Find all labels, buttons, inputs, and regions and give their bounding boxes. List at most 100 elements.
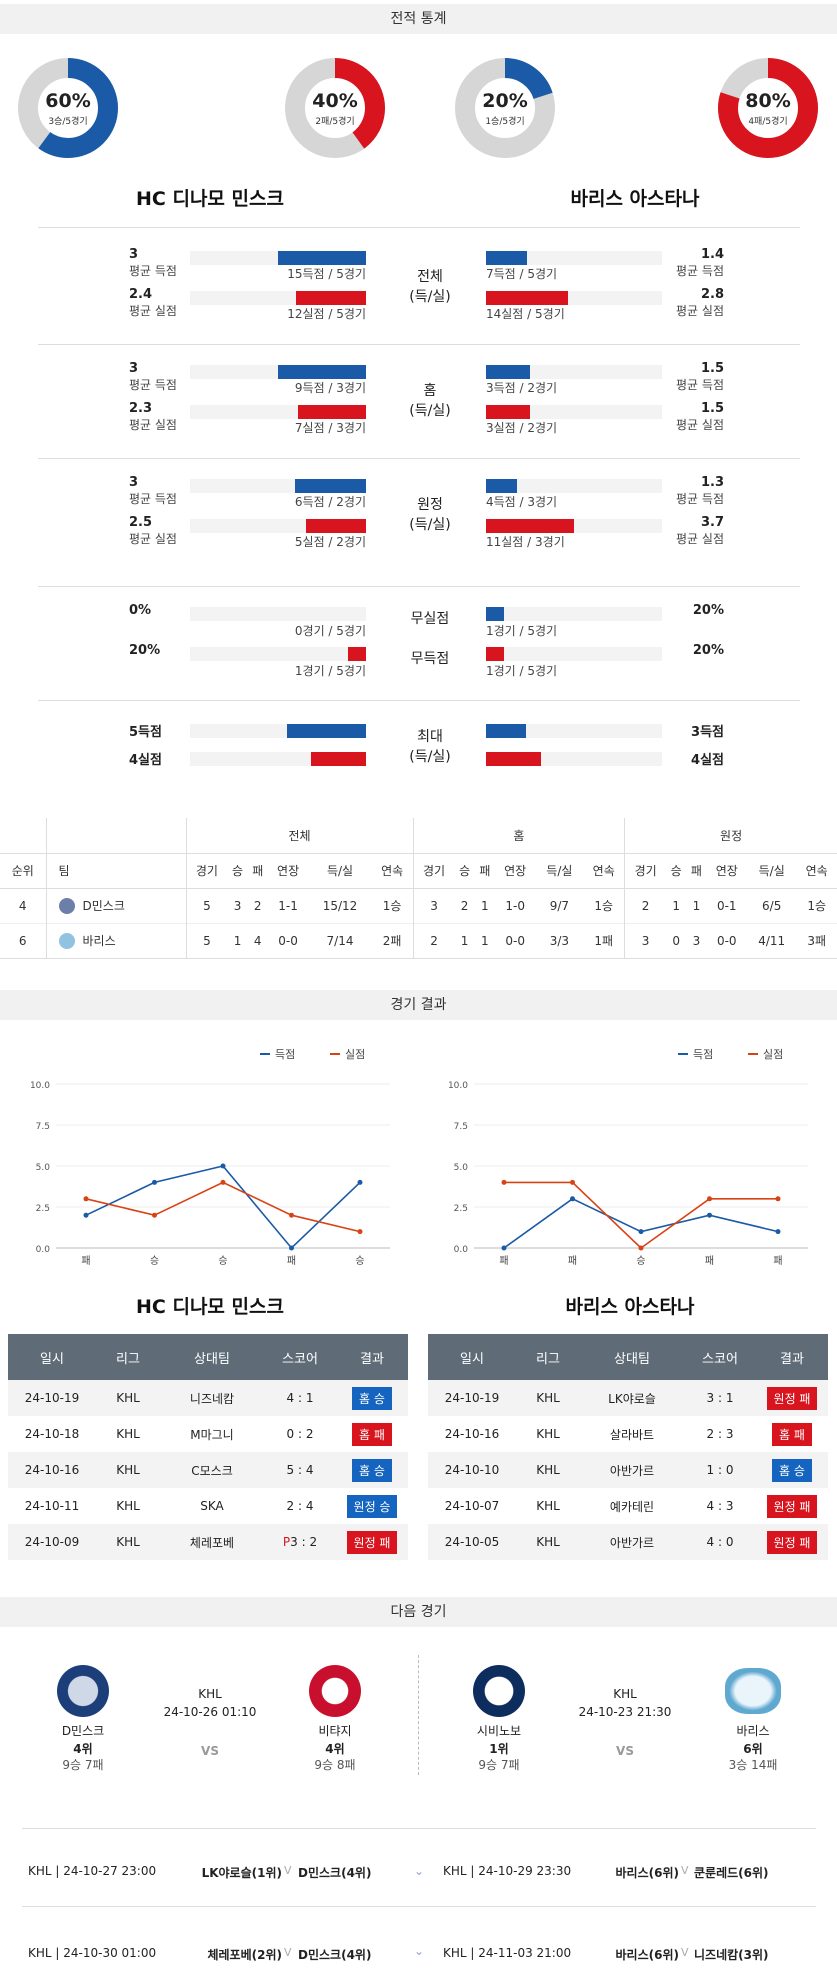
fixture-info: KHL | 24-10-27 23:00 xyxy=(28,1864,157,1878)
table-row: 24-10-16 KHL C모스크 5 : 4 홈 승 xyxy=(8,1452,408,1488)
bar-track xyxy=(486,251,662,265)
table-cell: 0-0 xyxy=(716,933,737,948)
column-header: 팀 xyxy=(45,853,186,888)
stat-bar xyxy=(295,479,366,493)
home-max-score: 5득점 xyxy=(129,725,162,740)
table-row: 24-10-09 KHL 체레포베 P3 : 2 원정 패 xyxy=(8,1524,408,1560)
result-badge: 홈 승 xyxy=(352,1458,392,1482)
table-cell: 5 xyxy=(185,923,228,958)
x-tick-label: 승 xyxy=(150,1255,159,1267)
data-point xyxy=(152,1212,157,1218)
stat-label: 평균 실점 xyxy=(129,418,177,432)
ring-record: 4패/5경기 xyxy=(748,117,788,127)
team-cell[interactable]: 바리스 xyxy=(45,923,186,958)
home-clean-pct: 0% xyxy=(129,603,152,618)
group-header: 전체 xyxy=(185,818,414,853)
table-row: 24-10-19 KHL LK야로슬 3 : 1 원정 패 xyxy=(428,1380,828,1416)
table-cell: 4/11 xyxy=(758,933,786,948)
stat-sub: 9득점 / 3경기 xyxy=(294,381,366,395)
data-point xyxy=(501,1179,507,1185)
home-results-chart: 득점 실점 0.0 2.5 5.0 7.5 10.0 패 승 승 패 승 xyxy=(30,1048,390,1267)
vs-label: VS xyxy=(201,1744,219,1758)
series-line xyxy=(503,1197,779,1249)
table-cell: 4 xyxy=(18,898,27,913)
table-cell: 24-10-07 xyxy=(444,1499,500,1513)
table-cell: 3 xyxy=(624,923,667,958)
score-cell: 2 : 3 xyxy=(706,1427,734,1441)
ring-percent: 60% xyxy=(45,90,91,112)
stat-bar xyxy=(278,251,366,265)
clean-label: 무실점 xyxy=(410,611,450,627)
stat-label: 평균 실점 xyxy=(129,304,177,318)
table-cell: 6/5 xyxy=(762,898,782,913)
next-team-rank: 6위 xyxy=(743,1742,763,1756)
result-cell: 원정 패 xyxy=(756,1524,828,1560)
table-cell: 24-10-11 xyxy=(24,1499,80,1513)
result-cell: 홈 승 xyxy=(336,1380,408,1416)
home-blank-sub: 1경기 / 5경기 xyxy=(294,664,366,678)
y-tick-label: 0.0 xyxy=(454,1245,469,1255)
score-cell: 1 : 0 xyxy=(684,1452,756,1488)
next-team-name: D민스크 xyxy=(61,1724,105,1738)
column-header: 득/실 xyxy=(546,864,573,878)
column-header: 승 xyxy=(459,864,471,878)
away-blank-pct: 20% xyxy=(692,643,724,658)
y-tick-label: 2.5 xyxy=(454,1204,468,1214)
fixture-team: 바리스(6위) xyxy=(615,1948,679,1962)
table-cell: 체레포베 xyxy=(160,1524,264,1560)
blank-label: 무득점 xyxy=(410,651,450,667)
divider xyxy=(38,458,800,459)
stat-bar xyxy=(486,479,517,493)
standings-table: 전체 홈 원정 순위 팀 경기 승 패 연장 득/실 연속 경기 승 패 연장 득/실 연속 경기 승 패 연장 득… xyxy=(0,818,837,959)
next-team-rank: 1위 xyxy=(489,1742,509,1756)
stat-label: 평균 실점 xyxy=(129,532,177,546)
table-row: 24-10-19 KHL 니즈네캄 4 : 1 홈 승 xyxy=(8,1380,408,1416)
stat-group-label: 홈 (득/실) xyxy=(409,383,451,419)
table-row: 24-10-18 KHL M마그니 0 : 2 홈 패 xyxy=(8,1416,408,1452)
section-title-stats: 전적 통계 xyxy=(0,4,837,34)
table-cell: 15/12 xyxy=(322,898,358,913)
next-team-record: 3승 14패 xyxy=(728,1758,778,1772)
away-win-ring: 20% 1승/5경기 xyxy=(455,58,555,158)
column-header: 패 xyxy=(479,864,491,878)
table-cell: 24-10-19 xyxy=(8,1380,96,1416)
next-datetime: 24-10-23 21:30 xyxy=(578,1705,672,1719)
column-header: 리그 xyxy=(96,1334,160,1380)
stat-value: 2.5 xyxy=(129,515,153,530)
away-max-score-bar xyxy=(486,724,526,738)
stat-value: 1.3 xyxy=(700,475,724,490)
stat-group-label: 전체 (득/실) xyxy=(409,269,451,305)
stat-value: 1.5 xyxy=(700,361,724,376)
home-max-concede: 4실점 xyxy=(129,753,162,768)
x-tick-label: 패 xyxy=(568,1255,577,1267)
result-badge: 원정 패 xyxy=(766,1386,818,1410)
team-cell[interactable]: D민스크 xyxy=(45,888,186,923)
table-cell: 3 xyxy=(233,898,242,913)
table-cell: KHL xyxy=(96,1380,160,1416)
x-tick-label: 승 xyxy=(218,1255,227,1267)
fixture-team: 체레포베(2위) xyxy=(207,1948,282,1962)
max-label: 최대 (득/실) xyxy=(409,729,451,765)
column-header: 득/실 xyxy=(326,864,354,878)
table-row: 24-10-16 KHL 살라바트 2 : 3 홈 패 xyxy=(428,1416,828,1452)
result-badge: 원정 패 xyxy=(346,1530,398,1554)
away-clean-bar xyxy=(486,607,504,621)
data-point xyxy=(707,1196,712,1202)
fixture-info: KHL | 24-10-30 01:00 xyxy=(28,1946,157,1960)
x-tick-label: 패 xyxy=(287,1255,296,1267)
y-tick-label: 5.0 xyxy=(454,1163,469,1173)
next-league: KHL xyxy=(613,1687,637,1701)
table-cell: 3 xyxy=(412,888,455,923)
y-tick-label: 10.0 xyxy=(30,1081,50,1091)
table-cell: 2 xyxy=(412,923,455,958)
table-cell: KHL xyxy=(536,1499,560,1513)
result-cell: 홈 승 xyxy=(336,1452,408,1488)
away-max-score: 3득점 xyxy=(691,725,724,740)
table-cell: 4 xyxy=(253,933,262,948)
result-badge: 홈 승 xyxy=(352,1386,392,1410)
ring-record: 2패/5경기 xyxy=(315,117,355,127)
table-row: 24-10-05 KHL 아반가르 4 : 0 원정 패 xyxy=(428,1524,828,1560)
table-cell: 6 xyxy=(18,933,27,948)
stat-bar xyxy=(486,519,574,533)
result-badge: 원정 패 xyxy=(766,1494,818,1518)
